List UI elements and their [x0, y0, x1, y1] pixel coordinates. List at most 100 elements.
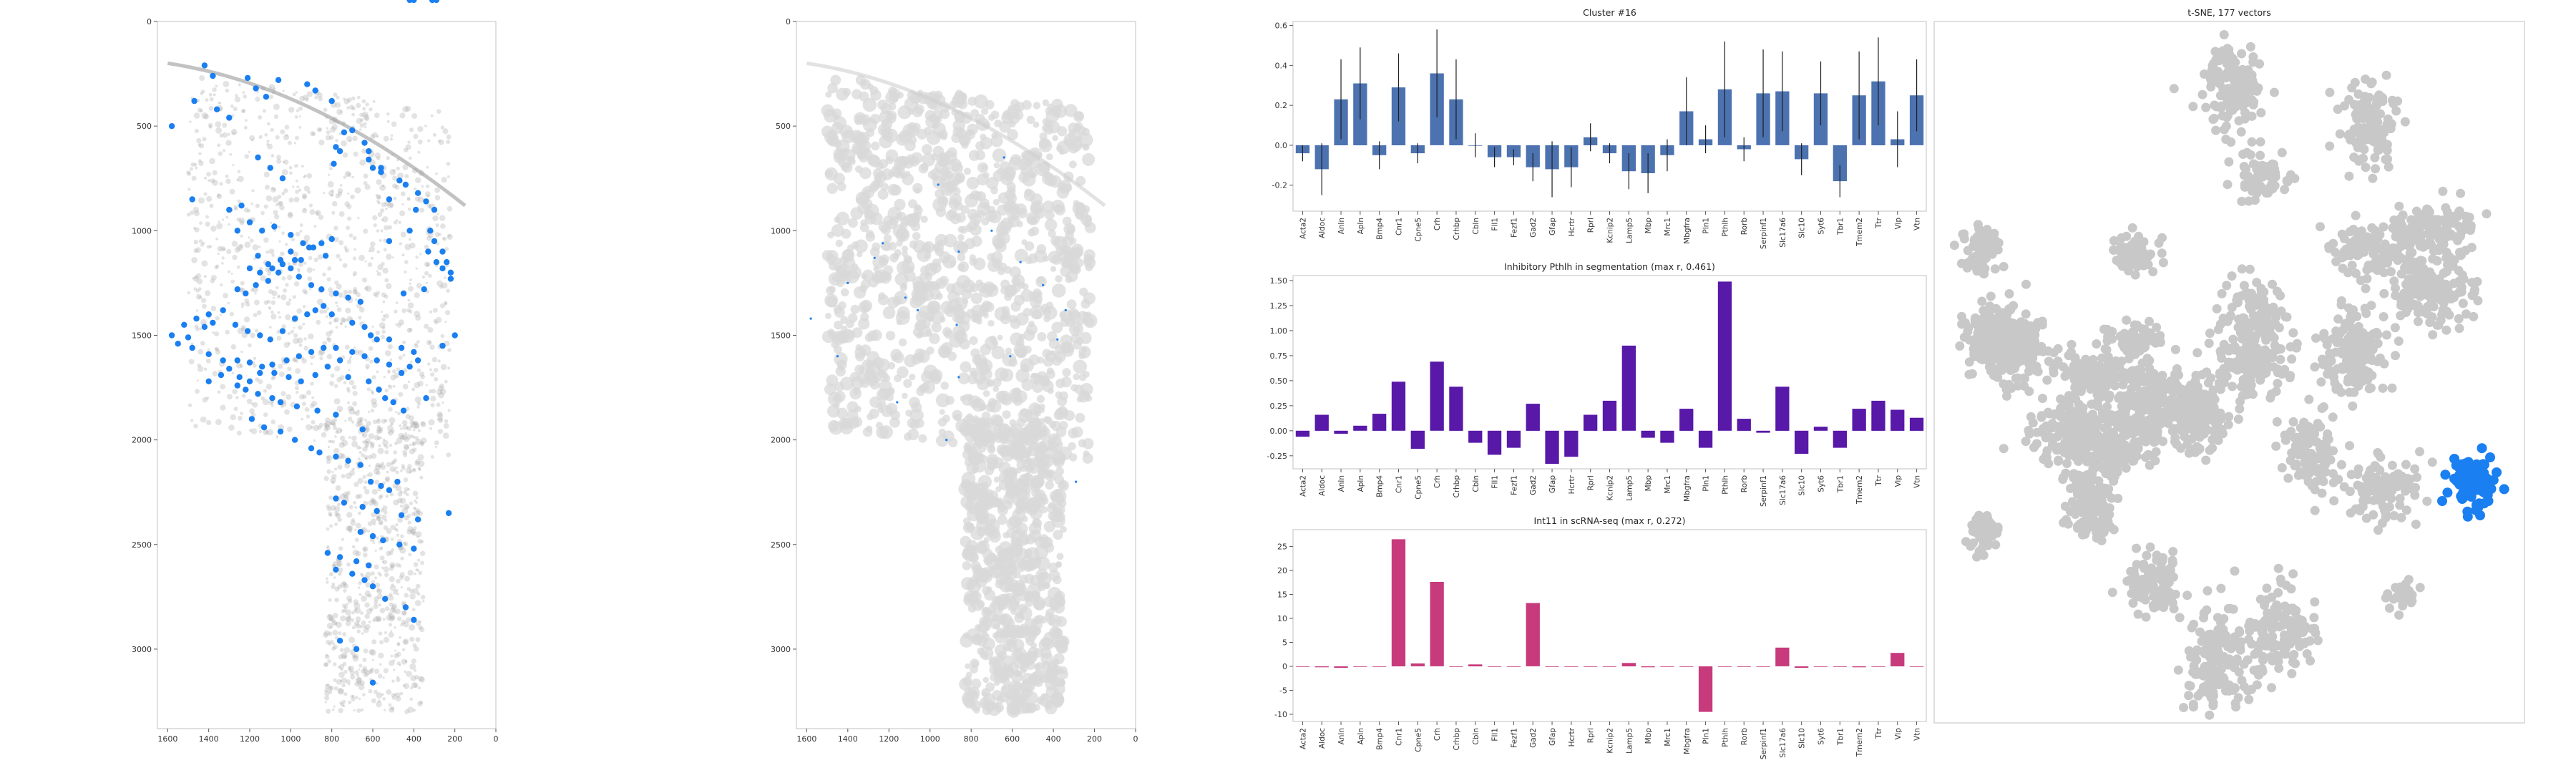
tissue-cell [879, 380, 892, 393]
tissue-cell [408, 553, 412, 557]
tissue-cell [351, 467, 356, 472]
y-tick-label: 0 [786, 17, 791, 26]
tissue-cell [414, 292, 420, 298]
tissue-cell [1080, 383, 1093, 396]
tissue-cell [359, 419, 362, 423]
data-point [175, 341, 181, 347]
tissue-cell [356, 292, 361, 298]
tissue-cell [381, 311, 384, 313]
y-tick-label: 0 [147, 17, 152, 26]
tissue-cell [371, 698, 376, 704]
tissue-cell [369, 246, 375, 253]
tissue-cell [200, 243, 205, 247]
tissue-cell [333, 319, 338, 323]
tissue-cell [447, 175, 450, 178]
tissue-cell [401, 466, 406, 470]
tissue-cell [191, 175, 197, 181]
tissue-cell [1083, 371, 1090, 378]
bar [1737, 666, 1751, 667]
data-point [386, 487, 393, 493]
data-point [318, 286, 325, 293]
tissue-cell [406, 671, 412, 677]
tissue-cell [389, 492, 394, 497]
tissue-cell [421, 437, 427, 444]
tissue-cell [998, 541, 1013, 555]
tissue-cell [1021, 446, 1033, 457]
tissue-cell [997, 662, 1009, 675]
tissue-cell [1019, 574, 1029, 584]
tissue-cell [862, 97, 877, 112]
bar [1410, 663, 1425, 666]
tissue-cell [1054, 507, 1063, 516]
tissue-cell [415, 256, 419, 259]
tissue-cell [353, 346, 356, 349]
tissue-cell [228, 132, 230, 136]
tissue-cell [362, 666, 367, 671]
tissue-cell [270, 310, 274, 314]
tissue-cell [915, 319, 927, 331]
tissue-cell [929, 288, 941, 300]
tissue-cell [987, 490, 999, 501]
tissue-cell [341, 474, 346, 479]
tissue-cell [371, 667, 374, 671]
x-tick-label: Cpne5 [1414, 218, 1423, 242]
tissue-cell [388, 407, 393, 412]
background-point [2219, 30, 2229, 39]
tissue-cell [1038, 445, 1045, 452]
tissue-cell [271, 253, 275, 257]
tissue-cell [992, 415, 1004, 427]
tissue-cell [389, 169, 396, 175]
tissue-cell [346, 106, 350, 110]
background-point [2271, 312, 2281, 322]
tissue-cell [363, 180, 368, 185]
tissue-cell [237, 199, 241, 203]
tissue-cell [1037, 467, 1049, 480]
data-point [390, 399, 396, 406]
tissue-cell [337, 665, 341, 669]
tissue-cell [322, 341, 328, 346]
tissue-cell [339, 409, 341, 412]
tissue-cell [892, 224, 906, 238]
tissue-cell [381, 419, 386, 424]
tissue-cell [439, 383, 445, 389]
background-point [2383, 154, 2393, 164]
tissue-cell [280, 404, 284, 409]
tissue-cell [384, 572, 389, 578]
tissue-cell [875, 422, 884, 429]
bar [1314, 666, 1329, 668]
tissue-cell [304, 407, 310, 412]
tissue-cell [293, 251, 299, 258]
tissue-cell [368, 621, 371, 623]
tissue-cell [336, 427, 343, 434]
background-point [1979, 268, 1989, 278]
tissue-cell [952, 409, 962, 421]
x-tick-label: Vip [1894, 728, 1903, 740]
tissue-cell [903, 379, 912, 388]
tissue-cell [416, 510, 421, 515]
tissue-cell [370, 389, 374, 393]
tissue-cell [359, 112, 364, 117]
x-tick-label: Rprl [1587, 475, 1596, 490]
tissue-cell [334, 467, 338, 471]
tissue-cell [945, 172, 952, 179]
tissue-cell [436, 389, 443, 395]
tissue-cell [220, 384, 226, 390]
tissue-cell [992, 234, 1006, 248]
tissue-cell [246, 399, 253, 404]
tissue-cell [277, 195, 282, 199]
tissue-cell [203, 114, 210, 120]
tissue-cell [212, 331, 215, 334]
tissue-cell [306, 91, 313, 97]
x-tick-label: Aldoc [1318, 218, 1327, 238]
tissue-cell [268, 306, 271, 309]
panel-inhibitory-bar-chart: Inhibitory Pthlh in segmentation (max r,… [1267, 261, 1927, 507]
tissue-cell [216, 193, 223, 200]
tissue-cell [401, 434, 408, 441]
tissue-cell [912, 232, 921, 240]
tissue-cell [342, 152, 348, 158]
tissue-cell [952, 303, 964, 316]
tissue-cell [403, 452, 408, 457]
tissue-cell [866, 230, 874, 238]
tissue-cell [200, 341, 205, 346]
tissue-cell [295, 368, 301, 374]
